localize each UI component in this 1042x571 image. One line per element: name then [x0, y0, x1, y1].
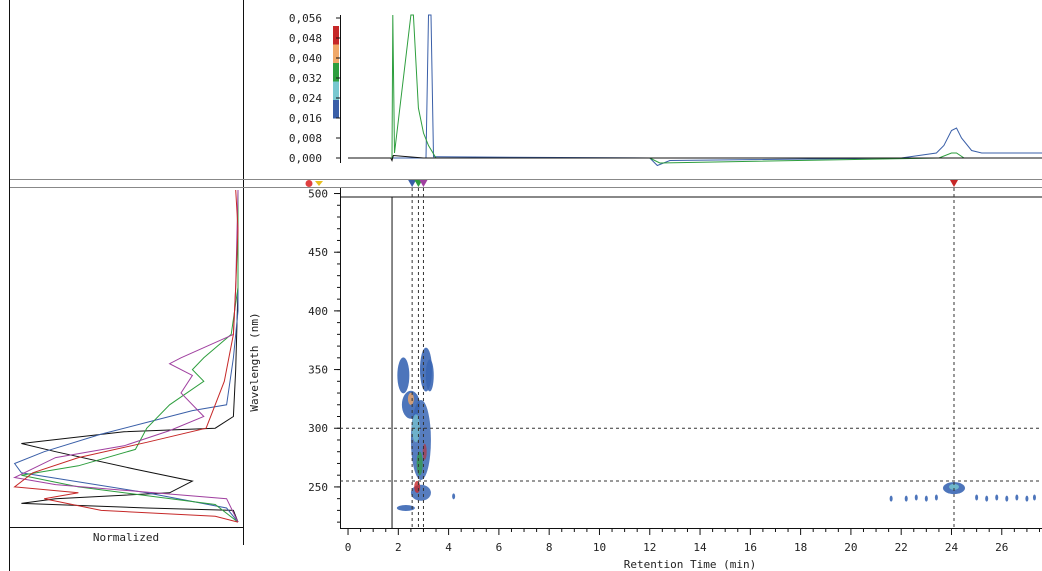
- contour-spot: [425, 359, 434, 392]
- reference-lines: [340, 188, 1042, 528]
- contour-x-tick-label: 0: [345, 541, 352, 554]
- contour-x-tick-label: 16: [744, 541, 757, 554]
- contour-spot: [975, 494, 979, 501]
- contour-y-tick-label: 350: [308, 364, 328, 377]
- chromatogram-y-ticks: 0,000 0,008 0,016 0,024 0,032 0,040 0,048 0,056: [289, 12, 340, 165]
- spectrum-curve-blue: [13, 190, 239, 523]
- contour-spot: [414, 480, 421, 493]
- spectrum-curve-red: [13, 189, 239, 523]
- chromatogram-series: [348, 14, 1042, 167]
- contour-y-tick-label: 400: [308, 305, 328, 318]
- contour-y-tick-label: 500: [308, 188, 328, 201]
- contour-spot: [904, 495, 908, 502]
- contour-x-tick-label: 4: [445, 541, 452, 554]
- contour-spot: [995, 494, 999, 501]
- contour-x-ticks: 0 2 4 6 8 10 12 14 16 18 20 22 24 26: [345, 529, 1040, 554]
- panel-frames: [9, 0, 1042, 571]
- chromatogram-y-tick-label: 0,008: [289, 132, 322, 145]
- contour-x-tick-label: 6: [496, 541, 503, 554]
- chromatogram-y-tick-label: 0,048: [289, 32, 322, 45]
- contour-spot: [914, 494, 918, 501]
- chromatogram-y-tick-label: 0,056: [289, 12, 322, 25]
- contour-spot: [934, 494, 938, 501]
- contour-spot: [407, 392, 414, 405]
- contour-spot: [889, 495, 893, 502]
- chromatogram-y-tick-label: 0,040: [289, 52, 322, 65]
- chromatogram-series-green: [348, 14, 1042, 164]
- contour-x-tick-label: 8: [546, 541, 553, 554]
- contour-spot: [1025, 495, 1029, 502]
- contour-spot: [985, 495, 989, 502]
- contour-spot: [948, 483, 959, 490]
- peak-markers: [408, 180, 958, 187]
- peak-marker-green: [414, 180, 423, 187]
- spectrum-curve-green: [21, 190, 239, 523]
- chromatogram-y-tick-label: 0,032: [289, 72, 322, 85]
- spectrum-panel-label: Normalized: [93, 531, 159, 544]
- contour-x-tick-label: 20: [844, 541, 857, 554]
- spectrum-panel: Normalized: [10, 189, 243, 544]
- filter-marker-icon[interactable]: [315, 181, 323, 186]
- peak-marker-purple: [419, 180, 428, 187]
- contour-x-tick-label: 10: [593, 541, 606, 554]
- contour-x-tick-label: 12: [643, 541, 656, 554]
- remove-marker-icon[interactable]: [305, 180, 313, 187]
- chromatogram-series-blue: [348, 14, 1042, 167]
- chromatogram-y-tick-label: 0,016: [289, 112, 322, 125]
- contour-y-axis-label: Wavelength (nm): [248, 312, 261, 411]
- contour-x-axis-label: Retention Time (min): [624, 558, 756, 571]
- contour-x-tick-label: 26: [995, 541, 1008, 554]
- contour-x-tick-label: 24: [945, 541, 959, 554]
- contour-x-tick-label: 18: [794, 541, 807, 554]
- contour-y-tick-label: 450: [308, 246, 328, 259]
- chromatogram-series-black: [348, 154, 1042, 162]
- chromatogram-panel: 0,000 0,008 0,016 0,024 0,032 0,040 0,048 0,056: [289, 12, 1042, 167]
- spectrum-curves: [12, 189, 239, 523]
- contour-spot: [410, 484, 431, 501]
- spectrum-curve-purple: [12, 189, 239, 523]
- contour-spot: [1005, 495, 1009, 502]
- contour-x-tick-label: 14: [693, 541, 707, 554]
- legend-swatch-green: [333, 63, 339, 82]
- contour-spot: [452, 493, 456, 500]
- contour-spot: [924, 495, 928, 502]
- contour-spot: [416, 451, 423, 476]
- contour-y-tick-label: 300: [308, 422, 328, 435]
- peak-marker-blue: [408, 180, 417, 187]
- legend-swatch-red: [333, 26, 339, 45]
- contour-spot: [1015, 494, 1019, 501]
- chromatogram-legend-swatches: [333, 26, 339, 119]
- marker-toolbar: [305, 180, 323, 187]
- contour-y-tick-label: 250: [308, 481, 328, 494]
- legend-swatch-orange: [333, 44, 339, 63]
- contour-spot: [396, 505, 415, 512]
- peak-marker-red: [949, 180, 958, 187]
- chromatogram-y-tick-label: 0,000: [289, 152, 322, 165]
- contour-spot: [1032, 494, 1036, 501]
- contour-x-tick-label: 2: [395, 541, 402, 554]
- contour-spot: [397, 357, 410, 394]
- contour-spots: [396, 347, 1036, 512]
- legend-swatch-blue: [333, 100, 339, 119]
- contour-spot: [411, 414, 420, 443]
- contour-x-tick-label: 22: [895, 541, 908, 554]
- legend-swatch-teal: [333, 81, 339, 100]
- contour-y-ticks: 250 300 350 400 450 500: [308, 188, 340, 523]
- chromatogram-y-tick-label: 0,024: [289, 92, 322, 105]
